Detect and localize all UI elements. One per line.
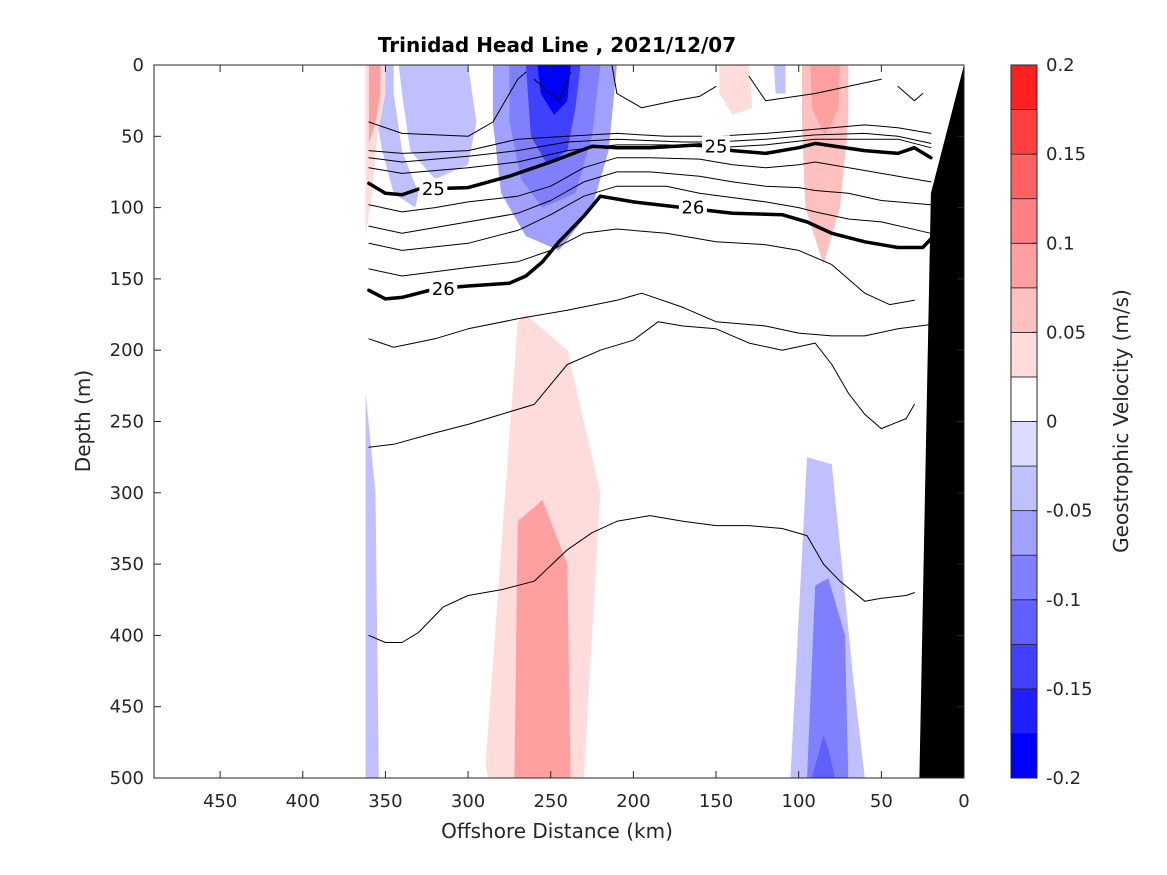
y-tick-label: 100 [110,198,144,219]
contour-label-25: 25 [422,179,445,200]
colorbar-tick-label: -0.05 [1046,501,1093,522]
contour-label-25: 25 [705,136,728,157]
colorbar-tick-label: 0.05 [1046,322,1086,343]
contour-labels: 25 25 26 26 [419,135,731,300]
y-tick-label: 0 [133,55,144,76]
x-tick-label: 50 [870,791,893,812]
contour-label-bg-3 [678,196,707,219]
velocity-region-8 [641,65,662,83]
colorbar-segment [1010,643,1038,690]
velocity-region-11 [773,65,786,94]
colorbar-segment [1010,287,1038,333]
isopycnal-line-4 [897,85,924,102]
y-tick-label: 300 [110,483,144,504]
colorbar-segment [1010,554,1038,601]
y-axis-label: Depth (m) [71,370,95,472]
x-axis-label: Offshore Distance (km) [441,819,673,843]
velocity-region-15 [906,65,918,80]
isopycnal-line-13 [368,228,915,306]
x-tick-label: 400 [286,791,320,812]
isopycnal-line-7 [368,138,932,174]
x-tick-label: 200 [616,791,650,812]
velocity-region-18 [393,685,488,778]
colorbar-tick-label: -0.1 [1046,590,1081,611]
x-axis-ticks: 450 400 350 300 250 200 150 100 50 0 [203,65,970,812]
bathymetry-layer [919,65,964,778]
isopycnal-line-1 [533,71,572,102]
x-tick-label: 0 [958,791,969,812]
y-tick-label: 200 [110,340,144,361]
colorbar-tick-label: 0.1 [1046,233,1075,254]
x-tick-label: 150 [699,791,733,812]
y-tick-label: 150 [110,269,144,290]
colorbar-segment [1010,510,1038,556]
colorbar-segment [1010,109,1038,155]
colorbar-tick-label: 0 [1046,412,1057,433]
colorbar: -0.2 -0.15 -0.1 -0.05 0 0.05 0.1 0.15 0.2 [1010,55,1093,789]
colorbar-segment [1010,331,1038,378]
colorbar-segment [1010,465,1038,512]
velocity-region-21 [807,578,849,778]
y-tick-label: 50 [121,126,144,147]
y-axis-ticks: 0 50 100 150 200 250 300 350 400 450 500 [110,55,964,789]
velocity-region-14 [810,65,840,137]
isopycnal-line-6 [368,132,932,163]
x-tick-label: 300 [451,791,485,812]
colorbar-segment [1010,421,1038,467]
y-tick-label: 500 [110,768,144,789]
colorbar-tick-label: -0.2 [1046,768,1081,789]
x-tick-label: 100 [782,791,816,812]
velocity-region-17 [514,499,571,778]
velocity-region-13 [802,65,849,265]
isopycnal-line-14 [368,292,932,348]
colorbar-segment [1010,376,1038,422]
isopycnal-line-0 [368,71,527,137]
x-tick-label: 450 [203,791,237,812]
colorbar-tick-label: 0.15 [1046,144,1086,165]
x-tick-label: 350 [368,791,402,812]
isopycnal-line-5 [368,124,932,154]
y-tick-label: 450 [110,697,144,718]
isopycnal-line-11 [368,185,932,251]
contour-label-bg-2 [429,277,458,300]
colorbar-segment [1010,153,1038,200]
y-tick-label: 400 [110,625,144,646]
contour-label-26: 26 [432,279,455,300]
colorbar-segment [1010,733,1038,779]
y-tick-label: 250 [110,412,144,433]
velocity-region-9 [719,65,753,115]
isopycnal-line-2 [611,65,717,109]
colorbar-label: Geostrophic Velocity (m/s) [1109,289,1133,553]
colorbar-tick-label: 0.2 [1046,55,1075,76]
bathymetry-seafloor [919,65,964,778]
velocity-region-7 [537,65,571,115]
isopycnal-line-10 [368,171,932,234]
colorbar-segment [1010,198,1038,244]
contour-label-bg-0 [419,178,448,201]
colorbar-segment [1010,688,1038,734]
isopycnal-line-16 [368,515,915,643]
isopycnal-line-15 [368,321,915,448]
contour-label-26: 26 [681,198,704,219]
velocity-regions [365,65,918,778]
x-tick-label: 250 [534,791,568,812]
y-tick-label: 350 [110,554,144,575]
colorbar-segment [1010,599,1038,645]
velocity-region-19 [365,393,379,778]
velocity-region-2 [368,65,381,144]
isopycnal-25-bold-8 [367,141,933,197]
velocity-region-22 [811,735,836,778]
isopycnal-line-9 [368,157,932,213]
colorbar-tick-label: -0.15 [1046,679,1093,700]
chart-title: Trinidad Head Line , 2021/12/07 [378,33,736,57]
colorbar-segment [1010,64,1038,110]
contour-label-bg-1 [702,135,731,158]
isopycnal-line-3 [748,75,882,102]
colorbar-segment [1010,242,1038,289]
